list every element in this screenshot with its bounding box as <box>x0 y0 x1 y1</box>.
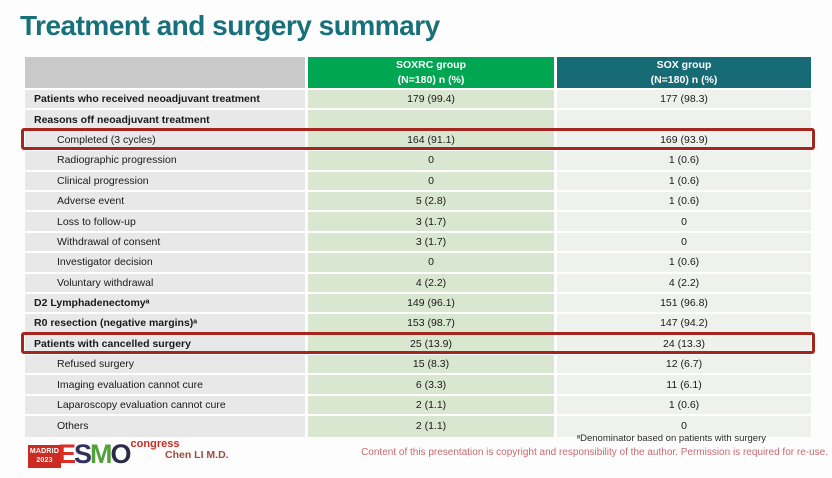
soxrc-value: 15 (8.3) <box>308 355 554 374</box>
row-label: Loss to follow-up <box>25 212 305 231</box>
table-row: Radiographic progression 0 1 (0.6) <box>25 151 811 172</box>
sox-value: 177 (98.3) <box>557 90 811 109</box>
soxrc-value: 164 (91.1) <box>308 130 554 150</box>
esmo-letter: O <box>110 439 132 469</box>
sox-value: 169 (93.9) <box>557 130 811 150</box>
table-row: Others 2 (1.1) 0 <box>25 416 811 437</box>
row-label: Radiographic progression <box>25 151 305 170</box>
table-row: Imaging evaluation cannot cure 6 (3.3) 1… <box>25 375 811 396</box>
copyright-notice: Content of this presentation is copyrigh… <box>361 447 828 458</box>
esmo-letter: M <box>90 439 112 469</box>
congress-label: congress <box>130 438 180 450</box>
soxrc-header-line1: SOXRC group <box>396 59 466 72</box>
sox-value: 4 (2.2) <box>557 273 811 292</box>
soxrc-value: 2 (1.1) <box>308 416 554 437</box>
page-title: Treatment and surgery summary <box>20 10 440 41</box>
row-label: Voluntary withdrawal <box>25 273 305 292</box>
treatment-summary-table: SOXRC group (N=180) n (%) SOX group (N=1… <box>21 57 815 437</box>
row-label: Others <box>25 416 305 437</box>
sox-value: 12 (6.7) <box>557 355 811 374</box>
table-row: Patients with cancelled surgery 25 (13.9… <box>21 331 815 356</box>
sox-value: 1 (0.6) <box>557 395 811 415</box>
row-label: Adverse event <box>25 191 305 211</box>
table-row: R0 resection (negative margins)ᵃ 153 (98… <box>25 314 811 335</box>
soxrc-value: 2 (1.1) <box>308 395 554 415</box>
table-row: Adverse event 5 (2.8) 1 (0.6) <box>25 191 811 213</box>
sox-header-line2: (N=180) n (%) <box>650 73 718 86</box>
table-row: Completed (3 cycles) 164 (91.1) 169 (93.… <box>21 127 815 152</box>
sox-value: 0 <box>557 212 811 231</box>
author-name: Chen LI M.D. <box>165 449 229 461</box>
table-row: Voluntary withdrawal 4 (2.2) 4 (2.2) <box>25 273 811 294</box>
table-row: Reasons off neoadjuvant treatment <box>25 110 811 131</box>
row-label: R0 resection (negative margins)ᵃ <box>25 314 305 333</box>
soxrc-value: 0 <box>308 151 554 170</box>
sox-value <box>557 110 811 129</box>
soxrc-value: 179 (99.4) <box>308 90 554 109</box>
sox-value: 1 (0.6) <box>557 253 811 272</box>
esmo-letter: S <box>74 439 92 469</box>
table-row: Withdrawal of consent 3 (1.7) 0 <box>25 232 811 254</box>
soxrc-value: 25 (13.9) <box>308 334 554 354</box>
row-label: D2 Lymphadenectomyᵃ <box>25 293 305 313</box>
sox-value: 147 (94.2) <box>557 314 811 333</box>
esmo-letter: E <box>58 439 76 469</box>
sox-value: 1 (0.6) <box>557 151 811 170</box>
soxrc-value: 0 <box>308 171 554 190</box>
soxrc-value: 4 (2.2) <box>308 273 554 292</box>
row-label: Laparoscopy evaluation cannot cure <box>25 395 305 415</box>
row-label: Reasons off neoadjuvant treatment <box>25 110 305 129</box>
table-row: Loss to follow-up 3 (1.7) 0 <box>25 212 811 233</box>
row-label: Patients with cancelled surgery <box>25 334 305 354</box>
soxrc-header-line2: (N=180) n (%) <box>397 73 465 86</box>
sox-value: 11 (6.1) <box>557 375 811 394</box>
madrid-label: MADRID <box>29 447 60 455</box>
sox-value: 151 (96.8) <box>557 293 811 313</box>
esmo-congress-logo: MADRID 2023 ESMO congress <box>28 438 179 468</box>
sox-value: 1 (0.6) <box>557 171 811 190</box>
row-label: Investigator decision <box>25 253 305 272</box>
soxrc-value: 0 <box>308 253 554 272</box>
table-row: Patients who received neoadjuvant treatm… <box>25 90 811 111</box>
row-label: Withdrawal of consent <box>25 232 305 252</box>
table-row: Laparoscopy evaluation cannot cure 2 (1.… <box>25 395 811 417</box>
header-sox-group: SOX group (N=180) n (%) <box>557 57 811 88</box>
row-label: Refused surgery <box>25 355 305 374</box>
soxrc-value: 149 (96.1) <box>308 293 554 313</box>
row-label: Imaging evaluation cannot cure <box>25 375 305 394</box>
sox-value: 0 <box>557 232 811 252</box>
soxrc-value <box>308 110 554 129</box>
table-row: Investigator decision 0 1 (0.6) <box>25 253 811 274</box>
soxrc-value: 3 (1.7) <box>308 212 554 231</box>
header-soxrc-group: SOXRC group (N=180) n (%) <box>308 57 554 88</box>
madrid-2023-badge: MADRID 2023 <box>28 445 61 468</box>
table-row: Refused surgery 15 (8.3) 12 (6.7) <box>25 355 811 376</box>
table-body: Patients who received neoadjuvant treatm… <box>21 90 815 437</box>
esmo-wordmark: ESMO <box>58 439 132 469</box>
sox-value: 24 (13.3) <box>557 334 811 354</box>
soxrc-value: 6 (3.3) <box>308 375 554 394</box>
year-label: 2023 <box>36 456 53 464</box>
soxrc-value: 5 (2.8) <box>308 191 554 211</box>
soxrc-value: 3 (1.7) <box>308 232 554 252</box>
soxrc-value: 153 (98.7) <box>308 314 554 333</box>
sox-value: 0 <box>557 416 811 437</box>
sox-value: 1 (0.6) <box>557 191 811 211</box>
row-label: Clinical progression <box>25 171 305 190</box>
denominator-footnote: ᵃDenominator based on patients with surg… <box>576 433 766 444</box>
table-row: Clinical progression 0 1 (0.6) <box>25 171 811 192</box>
row-label: Completed (3 cycles) <box>25 130 305 150</box>
header-empty-cell <box>25 57 305 88</box>
row-label: Patients who received neoadjuvant treatm… <box>25 90 305 109</box>
table-header-row: SOXRC group (N=180) n (%) SOX group (N=1… <box>25 57 811 90</box>
sox-header-line1: SOX group <box>656 59 712 72</box>
table-row: D2 Lymphadenectomyᵃ 149 (96.1) 151 (96.8… <box>25 293 811 315</box>
